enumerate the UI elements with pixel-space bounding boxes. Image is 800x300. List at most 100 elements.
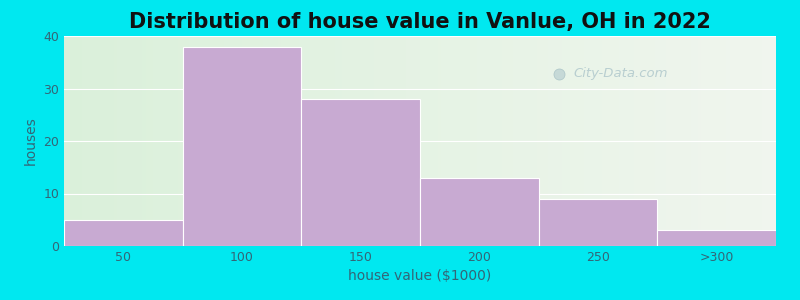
Bar (626, 36, 630, 246)
Bar (477, 36, 481, 246)
Bar (702, 36, 705, 246)
Bar (295, 36, 299, 246)
Bar (555, 36, 559, 246)
Bar (352, 36, 356, 246)
Bar (591, 36, 594, 246)
Bar (648, 36, 651, 246)
Bar (687, 36, 690, 246)
Bar (235, 36, 238, 246)
Bar (82, 36, 86, 246)
Bar (263, 36, 267, 246)
Bar (185, 36, 189, 246)
Bar (64, 220, 182, 246)
Bar (210, 36, 214, 246)
Bar (384, 36, 388, 246)
Bar (580, 36, 584, 246)
Bar (363, 36, 366, 246)
Bar (708, 36, 712, 246)
Bar (470, 36, 474, 246)
Bar (359, 36, 363, 246)
Bar (584, 36, 587, 246)
Bar (680, 36, 683, 246)
Bar (651, 36, 655, 246)
Bar (562, 36, 566, 246)
Bar (423, 36, 427, 246)
Bar (509, 36, 513, 246)
Bar (762, 36, 766, 246)
Bar (612, 36, 616, 246)
Bar (655, 36, 658, 246)
Bar (246, 36, 249, 246)
Bar (196, 36, 199, 246)
Bar (530, 36, 534, 246)
Bar (106, 36, 110, 246)
Bar (71, 36, 74, 246)
Bar (676, 36, 680, 246)
Bar (288, 36, 292, 246)
Bar (644, 36, 648, 246)
Bar (153, 36, 157, 246)
Bar (302, 36, 306, 246)
Bar (602, 36, 605, 246)
Bar (766, 36, 769, 246)
Bar (587, 36, 591, 246)
Bar (683, 36, 687, 246)
Bar (538, 36, 541, 246)
Bar (438, 36, 442, 246)
Bar (513, 36, 516, 246)
Bar (502, 36, 506, 246)
Bar (406, 36, 410, 246)
Bar (132, 36, 135, 246)
Bar (552, 36, 555, 246)
Bar (623, 36, 626, 246)
Bar (278, 36, 281, 246)
Bar (221, 36, 224, 246)
Bar (737, 36, 741, 246)
Bar (481, 36, 484, 246)
Bar (89, 36, 93, 246)
Bar (619, 36, 623, 246)
Bar (609, 36, 612, 246)
Y-axis label: houses: houses (24, 117, 38, 165)
Bar (96, 36, 99, 246)
Bar (378, 36, 381, 246)
Bar (249, 36, 253, 246)
Bar (734, 36, 737, 246)
Bar (570, 36, 573, 246)
Bar (228, 36, 231, 246)
Bar (342, 36, 346, 246)
Bar (698, 36, 702, 246)
Bar (338, 36, 342, 246)
Bar (466, 36, 470, 246)
Bar (541, 36, 545, 246)
Bar (114, 36, 118, 246)
Bar (516, 36, 520, 246)
Bar (488, 36, 491, 246)
Bar (605, 36, 609, 246)
Bar (420, 178, 538, 246)
Bar (402, 36, 406, 246)
Bar (64, 36, 67, 246)
Bar (317, 36, 320, 246)
Bar (206, 36, 210, 246)
Bar (548, 36, 552, 246)
Bar (442, 36, 445, 246)
Bar (121, 36, 125, 246)
Bar (164, 36, 167, 246)
Bar (217, 36, 221, 246)
Bar (199, 36, 203, 246)
Bar (566, 36, 570, 246)
Bar (744, 36, 747, 246)
Bar (634, 36, 637, 246)
Bar (726, 36, 730, 246)
Bar (637, 36, 641, 246)
Bar (78, 36, 82, 246)
Bar (740, 36, 744, 246)
Bar (256, 36, 260, 246)
Bar (302, 99, 420, 246)
Bar (138, 36, 142, 246)
Bar (523, 36, 527, 246)
Bar (270, 36, 274, 246)
Bar (334, 36, 338, 246)
Bar (669, 36, 673, 246)
